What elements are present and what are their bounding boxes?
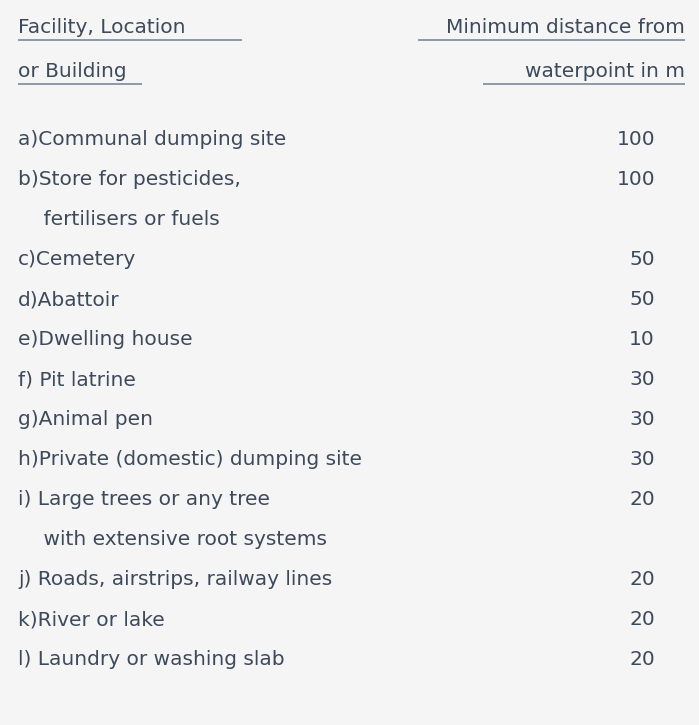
Text: waterpoint in m: waterpoint in m bbox=[525, 62, 685, 81]
Text: 20: 20 bbox=[629, 490, 655, 509]
Text: Facility, Location: Facility, Location bbox=[18, 18, 185, 37]
Text: f) Pit latrine: f) Pit latrine bbox=[18, 370, 136, 389]
Text: with extensive root systems: with extensive root systems bbox=[18, 530, 327, 549]
Text: k)River or lake: k)River or lake bbox=[18, 610, 165, 629]
Text: i) Large trees or any tree: i) Large trees or any tree bbox=[18, 490, 270, 509]
Text: 50: 50 bbox=[629, 290, 655, 309]
Text: l) Laundry or washing slab: l) Laundry or washing slab bbox=[18, 650, 284, 669]
Text: h)Private (domestic) dumping site: h)Private (domestic) dumping site bbox=[18, 450, 362, 469]
Text: d)Abattoir: d)Abattoir bbox=[18, 290, 120, 309]
Text: 50: 50 bbox=[629, 250, 655, 269]
Text: b)Store for pesticides,: b)Store for pesticides, bbox=[18, 170, 241, 189]
Text: 30: 30 bbox=[629, 410, 655, 429]
Text: c)Cemetery: c)Cemetery bbox=[18, 250, 136, 269]
Text: 20: 20 bbox=[629, 650, 655, 669]
Text: g)Animal pen: g)Animal pen bbox=[18, 410, 153, 429]
Text: 100: 100 bbox=[617, 130, 655, 149]
Text: a)Communal dumping site: a)Communal dumping site bbox=[18, 130, 287, 149]
Text: 100: 100 bbox=[617, 170, 655, 189]
Text: Minimum distance from: Minimum distance from bbox=[446, 18, 685, 37]
Text: 20: 20 bbox=[629, 610, 655, 629]
Text: 30: 30 bbox=[629, 370, 655, 389]
Text: or Building: or Building bbox=[18, 62, 127, 81]
Text: j) Roads, airstrips, railway lines: j) Roads, airstrips, railway lines bbox=[18, 570, 332, 589]
Text: 20: 20 bbox=[629, 570, 655, 589]
Text: fertilisers or fuels: fertilisers or fuels bbox=[18, 210, 219, 229]
Text: 30: 30 bbox=[629, 450, 655, 469]
Text: 10: 10 bbox=[629, 330, 655, 349]
Text: e)Dwelling house: e)Dwelling house bbox=[18, 330, 193, 349]
